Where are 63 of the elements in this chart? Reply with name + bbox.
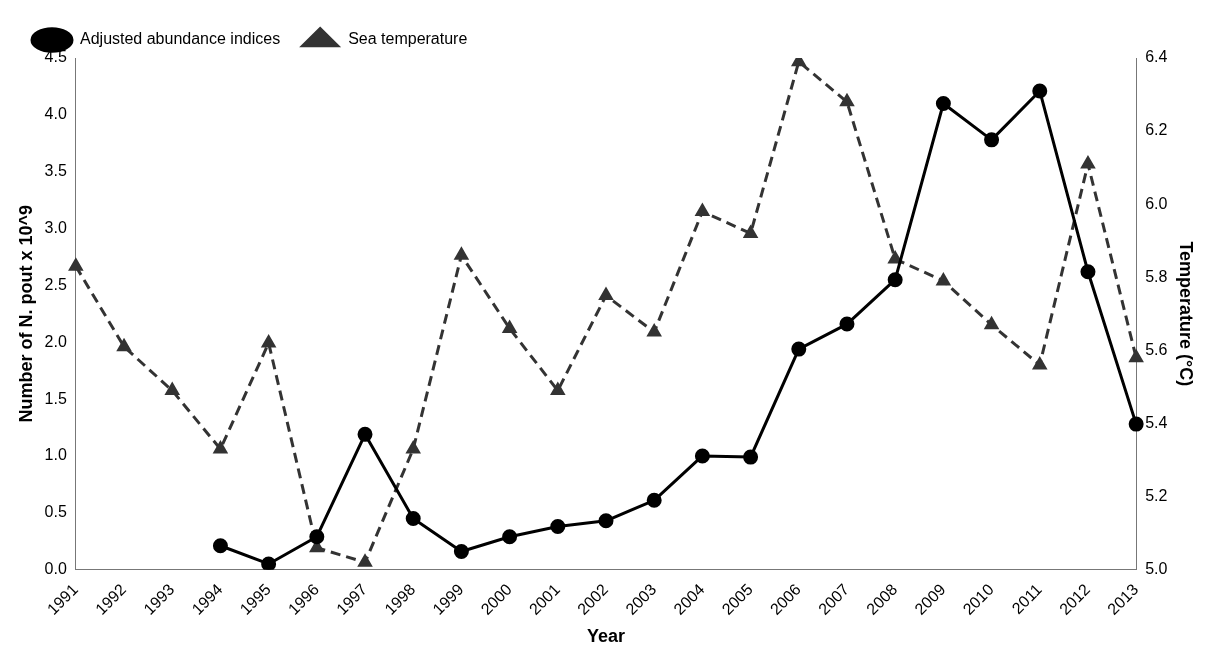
point [1032,83,1048,99]
point [599,288,613,301]
point [1080,264,1096,280]
point [743,225,758,238]
point [1129,350,1143,363]
point [887,272,903,288]
point [502,320,517,333]
point [405,510,421,526]
y-axis-title: Number of N. pout x 10^9 [15,205,36,423]
point [598,513,614,529]
point [406,441,420,454]
y-tick-label: 4.0 [44,105,67,123]
point [695,204,710,216]
point [551,383,565,396]
point [117,339,131,352]
y-tick-label: 1.0 [44,446,67,464]
point [935,95,951,111]
point [694,448,710,464]
y2-tick-label: 5.0 [1145,560,1168,578]
point [454,247,469,260]
point [839,316,855,332]
point [165,383,179,396]
point [1128,416,1144,432]
y2-axis-title: Temperature (°C) [1176,241,1197,387]
point [357,426,373,442]
point [936,273,951,286]
y2-tick-label: 5.8 [1145,267,1168,285]
point [213,441,228,454]
point [309,529,325,545]
y-tick-label: 0.0 [44,560,67,578]
point [888,251,902,264]
y2-tick-label: 6.0 [1145,194,1168,212]
y2-tick-label: 5.2 [1145,486,1168,504]
point [647,324,661,337]
point [358,554,372,567]
point [791,341,807,357]
point [550,518,566,534]
point [453,543,469,559]
y-tick-label: 2.0 [44,332,67,350]
point [1081,156,1095,169]
point [984,132,1000,148]
y-tick-label: 0.5 [44,503,67,521]
point [261,556,277,570]
point [261,335,276,348]
point [743,449,759,465]
y2-tick-label: 5.4 [1145,413,1168,431]
point [1033,357,1047,370]
y-tick-label: 1.5 [44,389,67,407]
point [646,492,662,508]
y2-tick-label: 6.2 [1145,121,1168,139]
point [69,258,83,271]
x-axis-title: Year [586,626,626,647]
legend-label: Sea temperature [348,30,468,48]
y2-tick-label: 6.4 [1145,48,1168,66]
point [212,538,228,554]
y-tick-label: 3.5 [44,162,67,180]
legend-label: Adjusted abundance indices [80,30,281,48]
y-tick-label: 3.0 [44,218,67,236]
y-tick-label: 2.5 [44,275,67,293]
point [984,317,999,330]
y2-tick-label: 5.6 [1145,340,1168,358]
point [502,529,518,545]
point [840,94,854,107]
